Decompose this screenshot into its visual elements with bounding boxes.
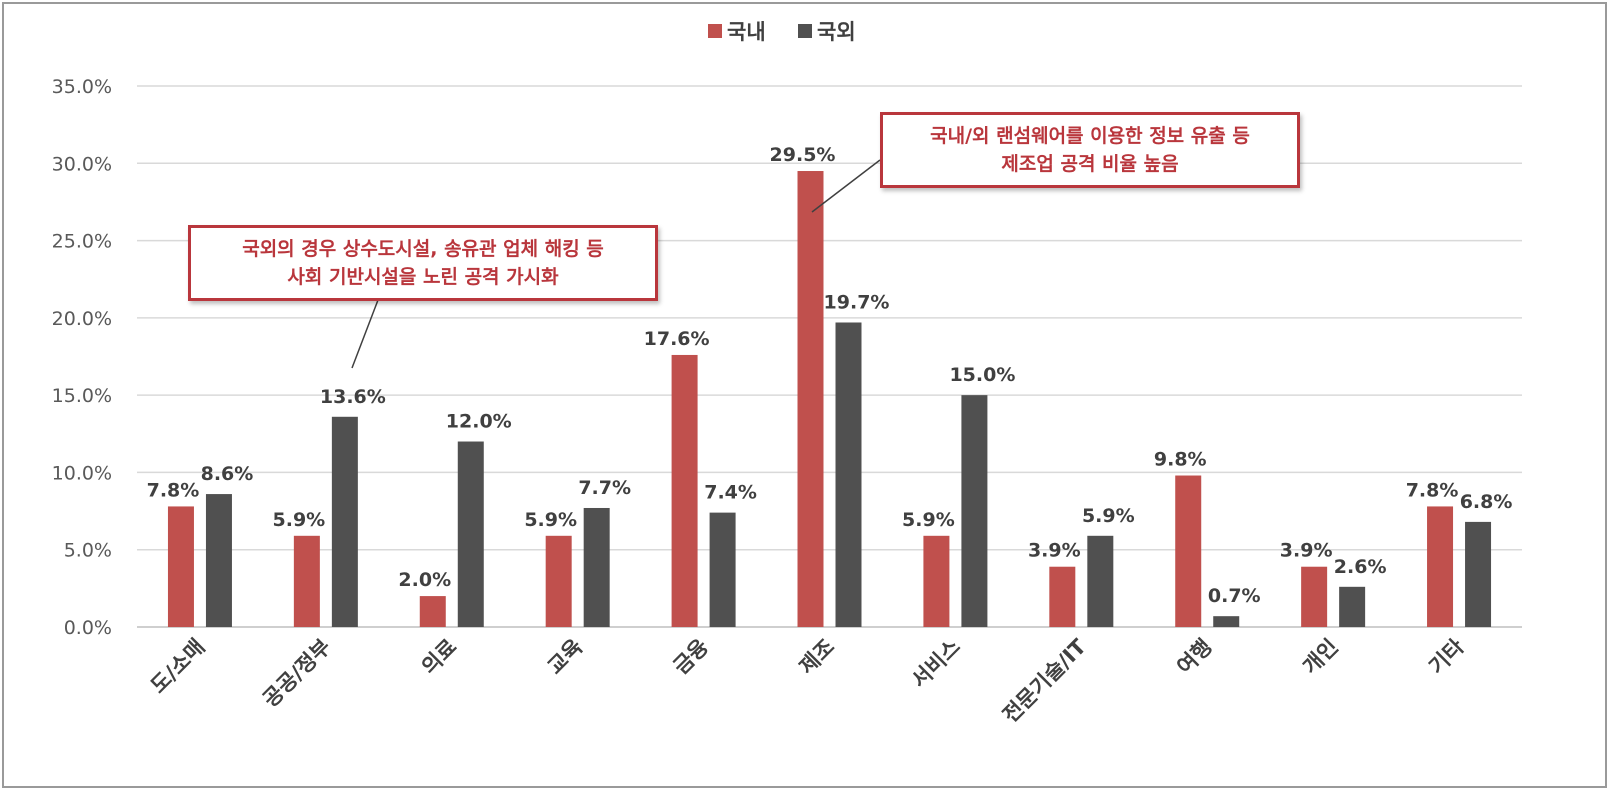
data-label-overseas: 15.0% bbox=[949, 364, 1015, 386]
data-labels: 7.8%8.6%5.9%13.6%2.0%12.0%5.9%7.7%17.6%7… bbox=[147, 144, 1513, 607]
category-label: 도/소매 bbox=[146, 635, 209, 698]
callout-line: 제조업 공격 비율 높음 bbox=[1001, 153, 1179, 175]
y-tick-label: 20.0% bbox=[52, 308, 112, 330]
data-label-overseas: 2.6% bbox=[1334, 556, 1387, 578]
callout-line: 국내/외 랜섬웨어를 이용한 정보 유출 등 bbox=[930, 125, 1250, 147]
data-label-overseas: 8.6% bbox=[201, 463, 254, 485]
bar-domestic bbox=[923, 535, 950, 627]
category-label: 교육 bbox=[543, 635, 587, 679]
legend-label: 국외 bbox=[817, 20, 856, 44]
data-label-domestic: 17.6% bbox=[644, 328, 710, 350]
data-label-domestic: 5.9% bbox=[273, 509, 326, 531]
legend-label: 국내 bbox=[727, 20, 766, 44]
category-label: 여행 bbox=[1172, 635, 1216, 679]
data-label-domestic: 3.9% bbox=[1028, 540, 1081, 562]
bar-domestic bbox=[1175, 475, 1202, 627]
data-label-overseas: 7.7% bbox=[578, 477, 631, 499]
bar-overseas bbox=[1465, 521, 1492, 627]
data-label-domestic: 9.8% bbox=[1154, 449, 1207, 471]
y-tick-label: 5.0% bbox=[64, 540, 112, 562]
data-label-domestic: 5.9% bbox=[524, 509, 577, 531]
bar-overseas bbox=[835, 322, 862, 627]
data-label-domestic: 29.5% bbox=[770, 144, 836, 166]
y-tick-label: 0.0% bbox=[64, 617, 112, 639]
bar-overseas bbox=[205, 494, 232, 627]
bar-overseas bbox=[583, 507, 610, 627]
bar-overseas bbox=[457, 441, 484, 627]
bar-overseas bbox=[1087, 535, 1114, 627]
data-label-overseas: 0.7% bbox=[1208, 585, 1261, 607]
callout-line: 국외의 경우 상수도시설, 송유관 업체 해킹 등 bbox=[242, 238, 604, 260]
bar-domestic bbox=[1301, 566, 1328, 627]
bar-overseas bbox=[961, 395, 988, 627]
bars bbox=[167, 171, 1492, 627]
bar-domestic bbox=[1049, 566, 1076, 627]
data-label-domestic: 7.8% bbox=[1406, 479, 1459, 501]
category-label: 기타 bbox=[1424, 634, 1469, 679]
category-label: 제조 bbox=[795, 635, 839, 679]
y-tick-label: 25.0% bbox=[52, 231, 112, 253]
category-label: 개인 bbox=[1298, 635, 1342, 679]
data-label-overseas: 13.6% bbox=[320, 386, 386, 408]
leader-line bbox=[811, 159, 881, 213]
callout-infrastructure: 국외의 경우 상수도시설, 송유관 업체 해킹 등 사회 기반시설을 노린 공격… bbox=[188, 225, 658, 301]
data-label-domestic: 5.9% bbox=[902, 509, 955, 531]
legend: 국내 국외 bbox=[708, 20, 856, 44]
bar-domestic bbox=[1427, 506, 1454, 627]
category-label: 의료 bbox=[417, 635, 461, 679]
bar-overseas bbox=[331, 416, 358, 627]
category-labels: 도/소매 공공/정부 의료 교육 금융 제조 서비스 전문기술/IT 여행 개인 기타 bbox=[146, 634, 1469, 727]
callout-line: 사회 기반시설을 노린 공격 가시화 bbox=[287, 266, 559, 288]
y-tick-label: 10.0% bbox=[52, 462, 112, 484]
data-label-overseas: 19.7% bbox=[824, 291, 890, 313]
data-label-domestic: 7.8% bbox=[147, 479, 200, 501]
bar-overseas bbox=[1213, 616, 1240, 627]
leader-line bbox=[351, 299, 379, 369]
bar-domestic bbox=[293, 535, 320, 627]
callout-manufacturing: 국내/외 랜섬웨어를 이용한 정보 유출 등 제조업 공격 비율 높음 bbox=[880, 112, 1300, 188]
bar-domestic bbox=[797, 171, 824, 627]
bar-domestic bbox=[167, 506, 194, 627]
category-label: 공공/정부 bbox=[258, 635, 335, 712]
bar-overseas bbox=[1339, 586, 1366, 627]
y-tick-label: 15.0% bbox=[52, 385, 112, 407]
bar-domestic bbox=[419, 596, 446, 627]
y-tick-label: 35.0% bbox=[52, 76, 112, 98]
data-label-overseas: 12.0% bbox=[446, 411, 512, 433]
data-label-domestic: 3.9% bbox=[1280, 540, 1333, 562]
y-axis-ticks: 0.0% 5.0% 10.0% 15.0% 20.0% 25.0% 30.0% 35.0% bbox=[52, 76, 112, 639]
data-label-overseas: 7.4% bbox=[704, 482, 757, 504]
legend-swatch bbox=[708, 24, 722, 38]
category-label: 전문기술/IT bbox=[998, 634, 1091, 727]
bar-domestic bbox=[671, 354, 698, 627]
data-label-domestic: 2.0% bbox=[398, 569, 451, 591]
bar-domestic bbox=[545, 535, 572, 627]
data-label-overseas: 5.9% bbox=[1082, 505, 1135, 527]
category-label: 서비스 bbox=[907, 635, 965, 693]
bar-overseas bbox=[709, 512, 736, 627]
callout-leader-lines bbox=[351, 159, 881, 369]
y-tick-label: 30.0% bbox=[52, 153, 112, 175]
category-label: 금융 bbox=[669, 635, 713, 679]
data-label-overseas: 6.8% bbox=[1460, 491, 1513, 513]
legend-swatch bbox=[798, 24, 812, 38]
